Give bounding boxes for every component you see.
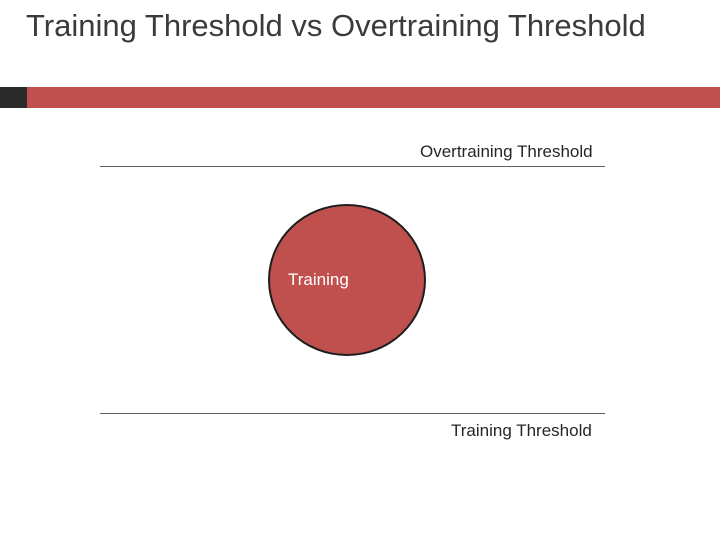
training-circle-label: Training	[288, 270, 349, 290]
training-threshold-label: Training Threshold	[451, 421, 592, 441]
training-circle: Training	[268, 204, 426, 356]
training-threshold-line	[100, 413, 605, 414]
accent-bar-dark-segment	[0, 87, 27, 108]
slide: Training Threshold vs Overtraining Thres…	[0, 0, 720, 540]
slide-title: Training Threshold vs Overtraining Thres…	[26, 8, 686, 45]
overtraining-threshold-label: Overtraining Threshold	[420, 142, 593, 162]
accent-bar	[0, 87, 720, 108]
overtraining-threshold-line	[100, 166, 605, 167]
